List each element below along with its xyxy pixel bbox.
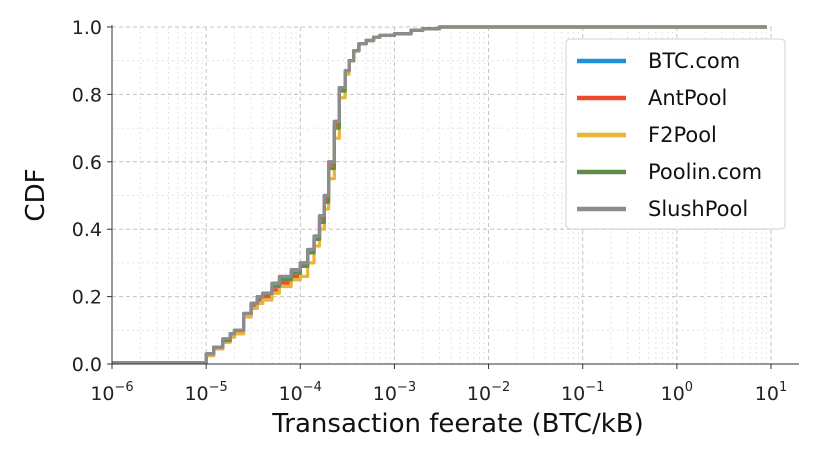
y-axis-title: CDF <box>21 168 51 221</box>
legend: BTC.com AntPool F2Pool Poolin.com SlushPool <box>565 38 786 230</box>
y-tick-label: 0.4 <box>72 219 102 241</box>
x-tick-label: 10−6 <box>90 380 133 405</box>
y-tick-label: 0.2 <box>72 287 102 309</box>
x-tick-label: 10−1 <box>561 380 604 405</box>
axes <box>111 25 799 365</box>
legend-label: BTC.com <box>648 49 740 73</box>
x-tick-label: 10−3 <box>373 380 416 405</box>
legend-box <box>565 38 786 230</box>
x-tick-label: 10−5 <box>184 380 227 405</box>
x-axis-title: Transaction feerate (BTC/kB) <box>271 409 644 439</box>
legend-label: F2Pool <box>648 123 717 147</box>
series-lines <box>112 25 767 365</box>
y-tick-label: 1.0 <box>72 17 102 39</box>
tick-labels: 10−6 10−5 10−4 10−3 10−2 10−1 100 101 0.0 0.2 0.4 0… <box>72 17 787 405</box>
y-tick-label: 0.6 <box>72 152 102 174</box>
series-line <box>112 25 767 365</box>
legend-label: Poolin.com <box>648 160 762 184</box>
x-tick-label: 101 <box>755 380 787 405</box>
y-tick-label: 0.0 <box>72 354 102 376</box>
x-tick-label: 100 <box>661 380 693 405</box>
legend-label: AntPool <box>648 86 727 110</box>
x-tick-label: 10−4 <box>279 380 322 405</box>
y-tick-label: 0.8 <box>72 84 102 106</box>
legend-label: SlushPool <box>648 197 748 221</box>
x-tick-label: 10−2 <box>467 380 510 405</box>
